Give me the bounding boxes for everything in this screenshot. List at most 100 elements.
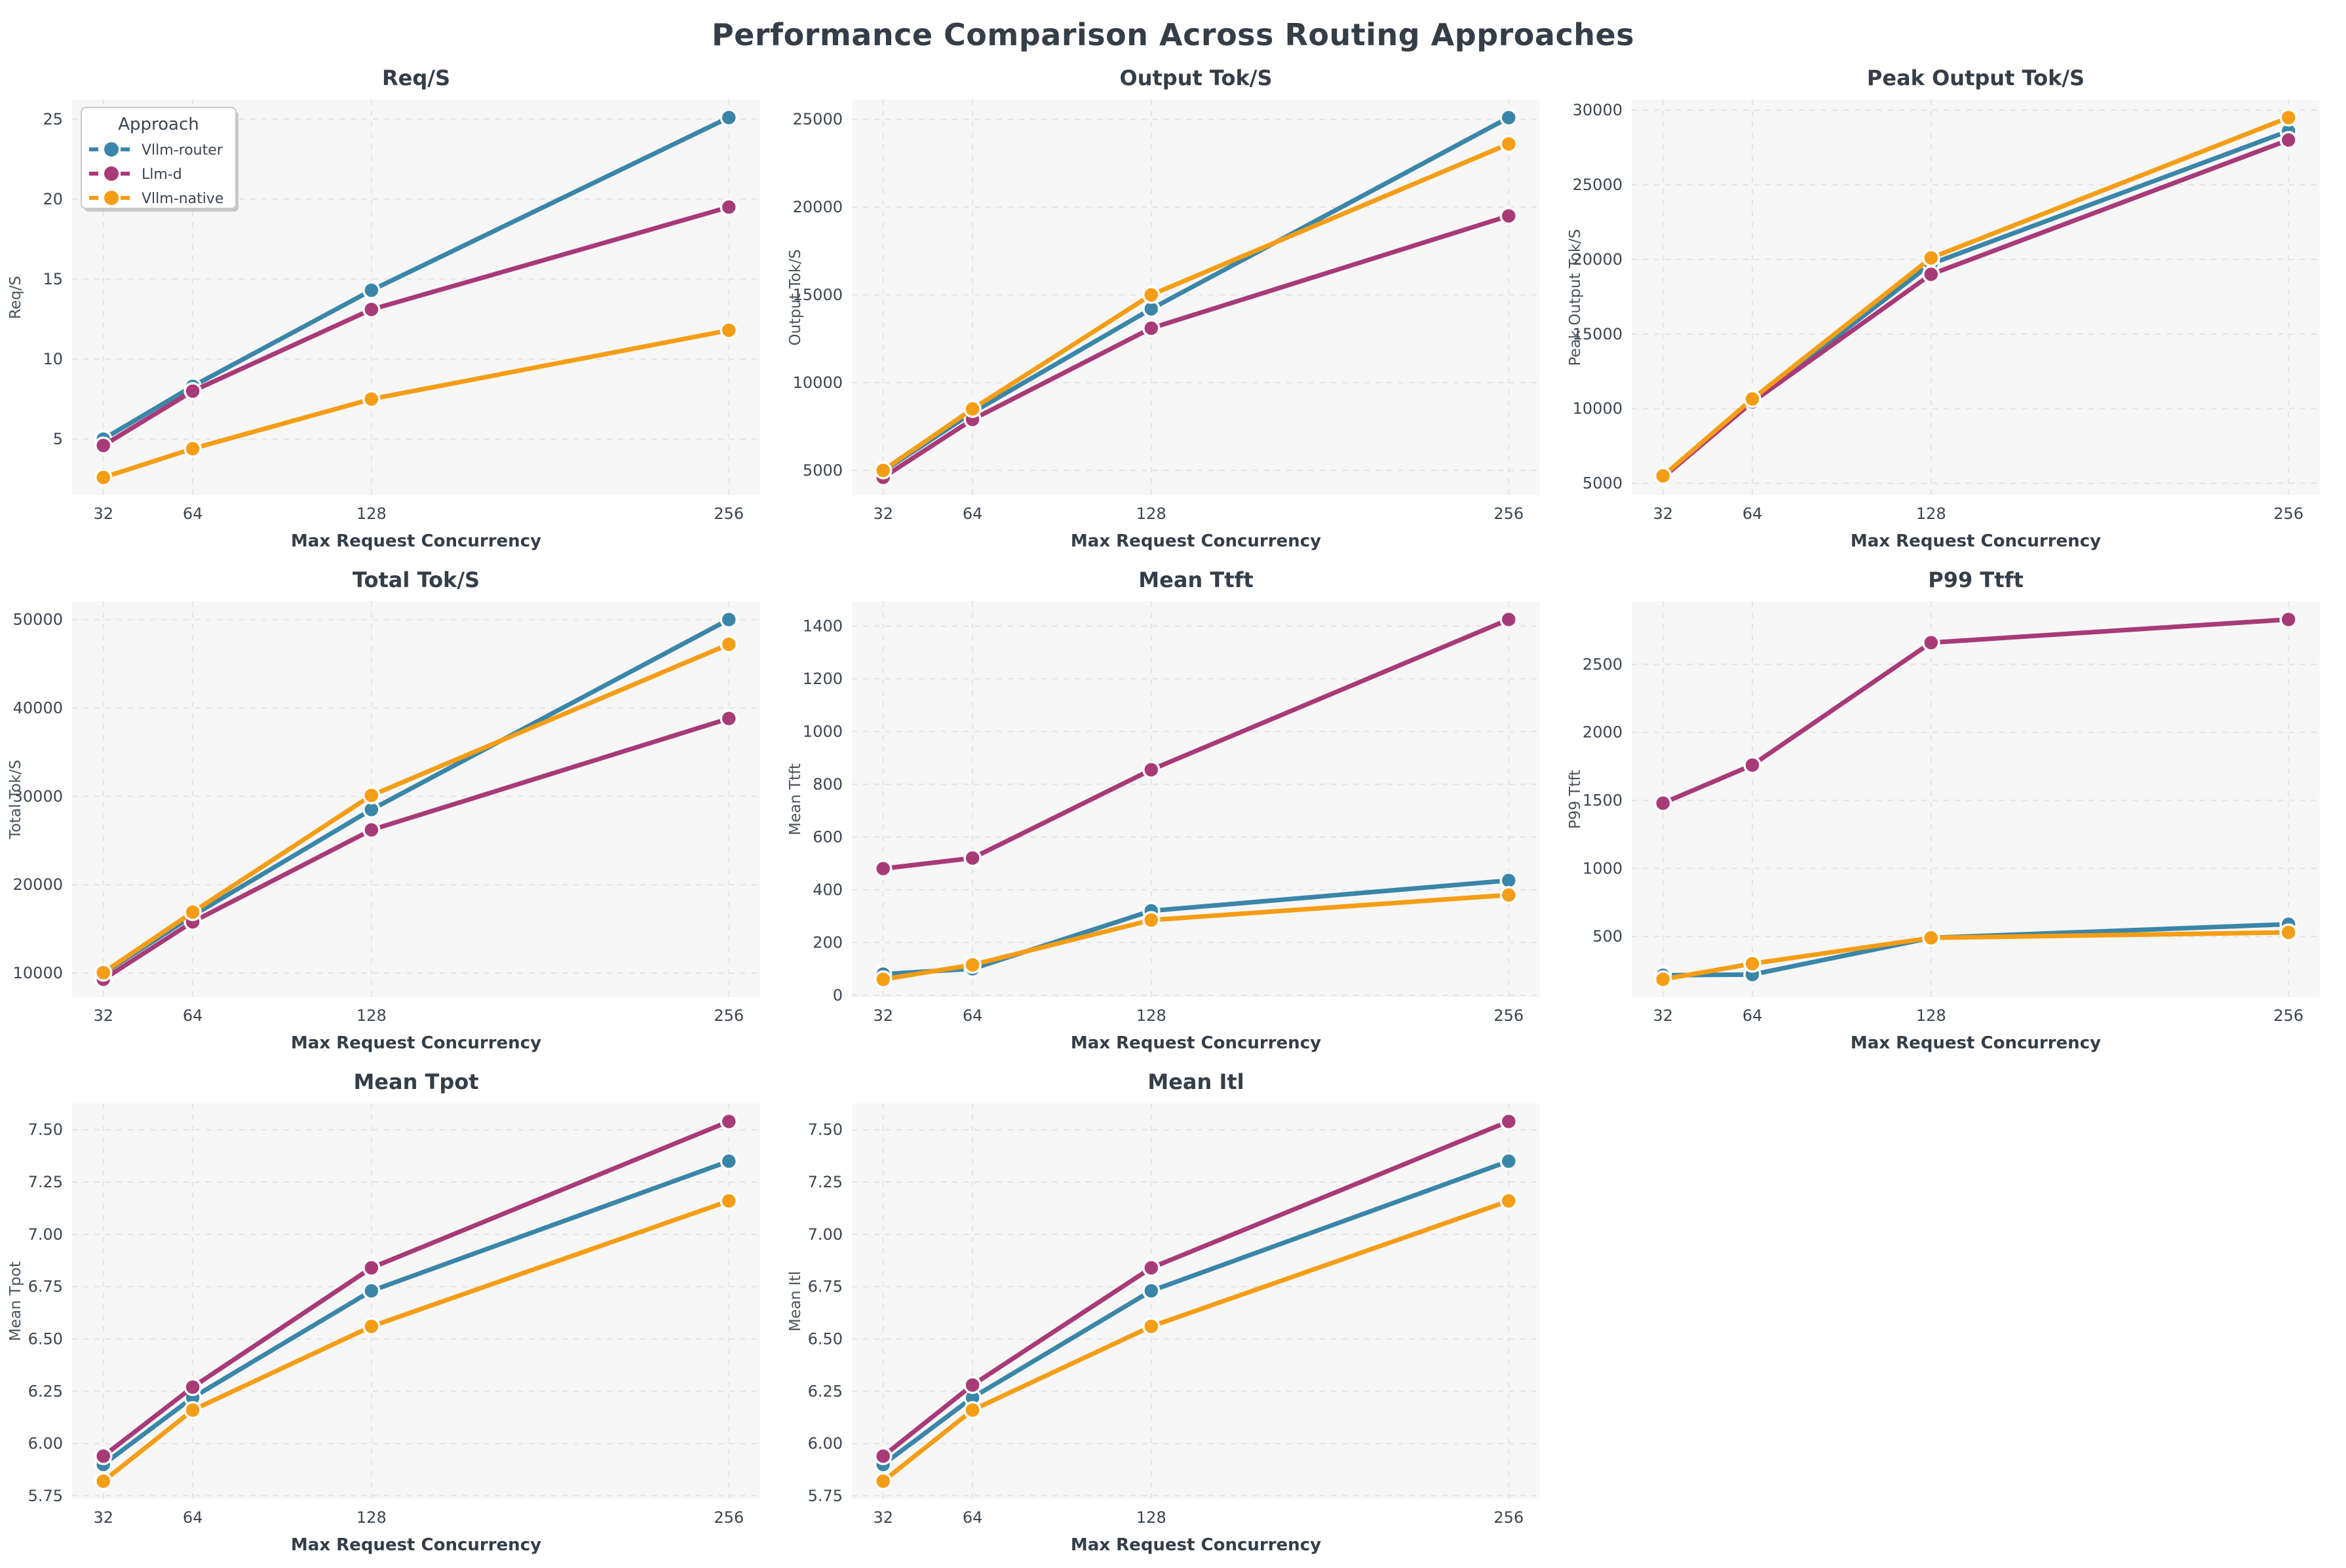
- data-point: [1922, 928, 1940, 947]
- series-line: [881, 213, 1511, 480]
- y-tick-label: 7.50: [28, 1120, 63, 1139]
- y-tick-label: 1200: [803, 670, 843, 688]
- x-axis-label: Max Request Concurrency: [291, 531, 541, 551]
- series-llm-d: [874, 1112, 1518, 1465]
- data-point: [1653, 467, 1672, 486]
- y-tick-label: 15000: [793, 286, 843, 304]
- y-tick-label: 20000: [1573, 250, 1623, 269]
- y-axis-label: Peak Output Tok/S: [1567, 229, 1584, 366]
- y-tick-labels: 500 1000 1500 2000 2500: [1583, 655, 1623, 946]
- data-point: [362, 281, 381, 299]
- y-axis-label: Mean Ttft: [787, 763, 804, 835]
- y-tick-label: 1000: [803, 722, 843, 740]
- series-line: [881, 617, 1511, 871]
- grid-lines: [1632, 602, 2320, 997]
- data-point: [362, 1282, 381, 1300]
- series-vllm-native: [874, 886, 1518, 989]
- figure-title: Performance Comparison Across Routing Ap…: [711, 17, 1635, 52]
- data-point: [1142, 1317, 1161, 1336]
- data-point: [1922, 265, 1940, 284]
- y-tick-label: 10: [43, 350, 63, 368]
- chart-title: P99 Ttft: [1928, 567, 2023, 592]
- y-axis-label: Mean Tpot: [7, 1261, 24, 1341]
- y-tick-label: 2000: [1583, 723, 1623, 742]
- series-line: [101, 716, 731, 982]
- legend-title: Approach: [118, 115, 199, 134]
- data-point: [1922, 633, 1940, 652]
- x-tick-label: 256: [2273, 1006, 2303, 1025]
- y-tick-label: 30000: [13, 787, 63, 805]
- chart-p99-ttft: 32 64 128 256 500 1000 1500 2000 2500 P99 Ttft Max…: [1563, 560, 2343, 1061]
- x-axis-label: Max Request Concurrency: [1851, 1033, 2101, 1053]
- y-tick-label: 2500: [1583, 655, 1623, 674]
- y-tick-label: 1000: [1583, 859, 1623, 877]
- data-point: [963, 1375, 982, 1394]
- y-tick-label: 20000: [13, 875, 63, 894]
- grid-lines: [852, 100, 1540, 495]
- series-line: [101, 641, 731, 975]
- data-point: [1142, 911, 1161, 929]
- data-point: [1743, 755, 1761, 774]
- data-point: [963, 849, 982, 868]
- y-tick-label: 6.75: [28, 1278, 63, 1296]
- series-line: [881, 892, 1511, 982]
- plot-area: [72, 602, 760, 997]
- x-tick-label: 64: [183, 1508, 203, 1527]
- chart-title: Mean Itl: [1147, 1069, 1244, 1094]
- x-tick-label: 256: [1493, 505, 1524, 523]
- y-tick-label: 6.75: [808, 1278, 843, 1296]
- y-axis-label: Req/S: [7, 276, 24, 319]
- data-point: [1653, 970, 1672, 989]
- y-tick-label: 600: [813, 828, 843, 846]
- x-tick-label: 32: [1653, 1006, 1673, 1025]
- x-tick-label: 64: [963, 505, 983, 523]
- chart-mean-ttft: 32 64 128 256 0 200 400 600 800 1000 1200 1400 Mean …: [783, 560, 1563, 1061]
- y-tick-labels: 5000 10000 15000 20000 25000: [793, 110, 843, 480]
- chart-title: Mean Tpot: [353, 1069, 478, 1094]
- x-axis-label: Max Request Concurrency: [291, 1033, 541, 1053]
- x-tick-label: 256: [1493, 1006, 1524, 1025]
- y-tick-label: 20000: [793, 198, 843, 216]
- chart-total-tok-s: 32 64 128 256 10000 20000 30000 40000 50000 Total…: [3, 560, 783, 1061]
- x-tick-label: 32: [873, 505, 893, 523]
- y-tick-label: 500: [1592, 927, 1623, 946]
- grid-lines: [852, 1103, 1540, 1499]
- x-axis-label: Max Request Concurrency: [1071, 531, 1321, 551]
- legend-box: [81, 107, 237, 209]
- x-tick-label: 32: [93, 505, 113, 523]
- data-point: [874, 461, 893, 480]
- chart-title: Total Tok/S: [353, 567, 480, 592]
- data-point: [183, 439, 202, 458]
- x-tick-label: 128: [1136, 1508, 1166, 1527]
- data-point: [963, 955, 982, 974]
- x-axis-label: Max Request Concurrency: [1071, 1535, 1321, 1555]
- series-vllm-native: [1653, 108, 2298, 486]
- legend: Approach Vllm-router Llm-d Vllm-native: [81, 107, 239, 212]
- grid-lines: [852, 602, 1540, 997]
- y-tick-label: 5000: [1583, 474, 1623, 493]
- y-tick-label: 800: [813, 775, 843, 794]
- chart-title: Mean Ttft: [1138, 567, 1253, 592]
- x-tick-label: 64: [183, 1006, 203, 1025]
- legend-marker-dot: [102, 189, 121, 207]
- legend-entry-label: Vllm-router: [142, 142, 223, 159]
- data-point: [362, 1317, 381, 1336]
- x-tick-label: 128: [356, 505, 387, 523]
- y-tick-label: 15000: [1573, 325, 1623, 343]
- chart-output-tok-s: 32 64 128 256 5000 10000 15000 20000 25000 Output…: [783, 58, 1563, 560]
- data-point: [1499, 206, 1518, 225]
- data-point: [362, 786, 381, 805]
- y-tick-label: 5000: [803, 461, 843, 480]
- y-tick-label: 400: [813, 881, 843, 899]
- plot-area: [72, 1103, 760, 1499]
- x-tick-label: 256: [714, 505, 744, 523]
- data-point: [720, 108, 739, 127]
- x-tick-label: 32: [873, 1508, 893, 1527]
- y-tick-label: 7.25: [808, 1173, 843, 1191]
- chart-svg: 32 64 128 256 0 200 400 600 800 1000 1200 1400 Mean …: [787, 567, 1540, 1053]
- data-point: [720, 610, 739, 629]
- x-axis-label: Max Request Concurrency: [1851, 531, 2101, 551]
- x-tick-label: 32: [873, 1006, 893, 1025]
- y-tick-label: 5: [53, 430, 63, 448]
